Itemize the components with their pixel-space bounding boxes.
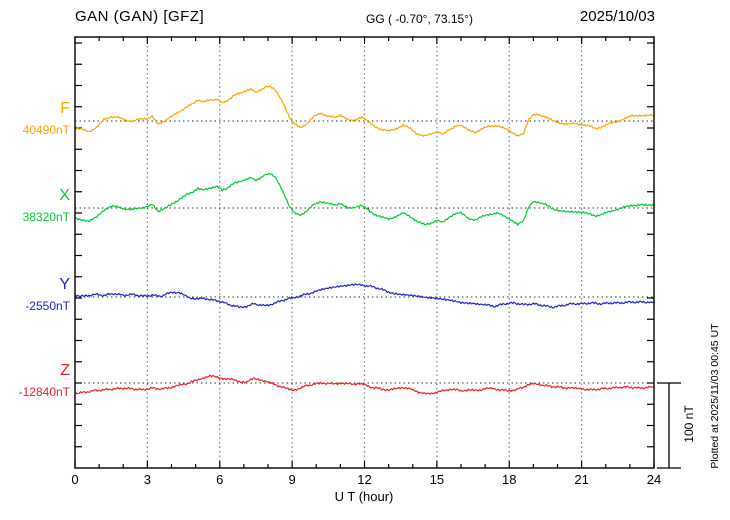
trace-baseline-value-Y: -2550nT [25,299,70,313]
plotted-timestamp: Plotted at 2025/11/03 00:45 UT [709,323,721,469]
trace-label-F: F [60,100,70,117]
trace-label-Z: Z [60,362,70,379]
x-tick-label-3: 3 [143,472,151,487]
x-tick-label-18: 18 [502,472,517,487]
scale-bar-label: 100 nT [682,405,696,443]
x-tick-label-9: 9 [288,472,296,487]
trace-baseline-value-F: 40490nT [22,123,70,137]
trace-curve-Y [74,283,655,309]
trace-curve-Z [74,374,655,395]
trace-label-X: X [59,187,70,204]
x-tick-label-0: 0 [71,472,79,487]
x-tick-label-12: 12 [357,472,372,487]
x-tick-label-21: 21 [574,472,589,487]
trace-baseline-value-X: 38320nT [22,210,70,224]
trace-label-Y: Y [59,276,70,293]
x-tick-label-6: 6 [216,472,224,487]
scale-bar [657,382,681,469]
trace-curve-X [74,172,655,226]
geo-coords: GG ( -0.70°, 73.15°) [366,12,473,26]
trace-baseline-value-Z: -12840nT [18,385,70,399]
trace-curve-F [74,85,655,137]
trace-baselines [75,120,654,384]
trace-curves [74,85,655,395]
station-title: GAN (GAN) [GFZ] [75,8,205,25]
axis-ticks [74,37,655,468]
hour-gridlines [146,37,583,468]
plot-border [74,36,655,469]
x-tick-label-15: 15 [429,472,445,487]
x-axis-title: U T (hour) [334,489,394,504]
x-tick-label-24: 24 [646,472,662,487]
plot-date: 2025/10/03 [579,8,655,25]
